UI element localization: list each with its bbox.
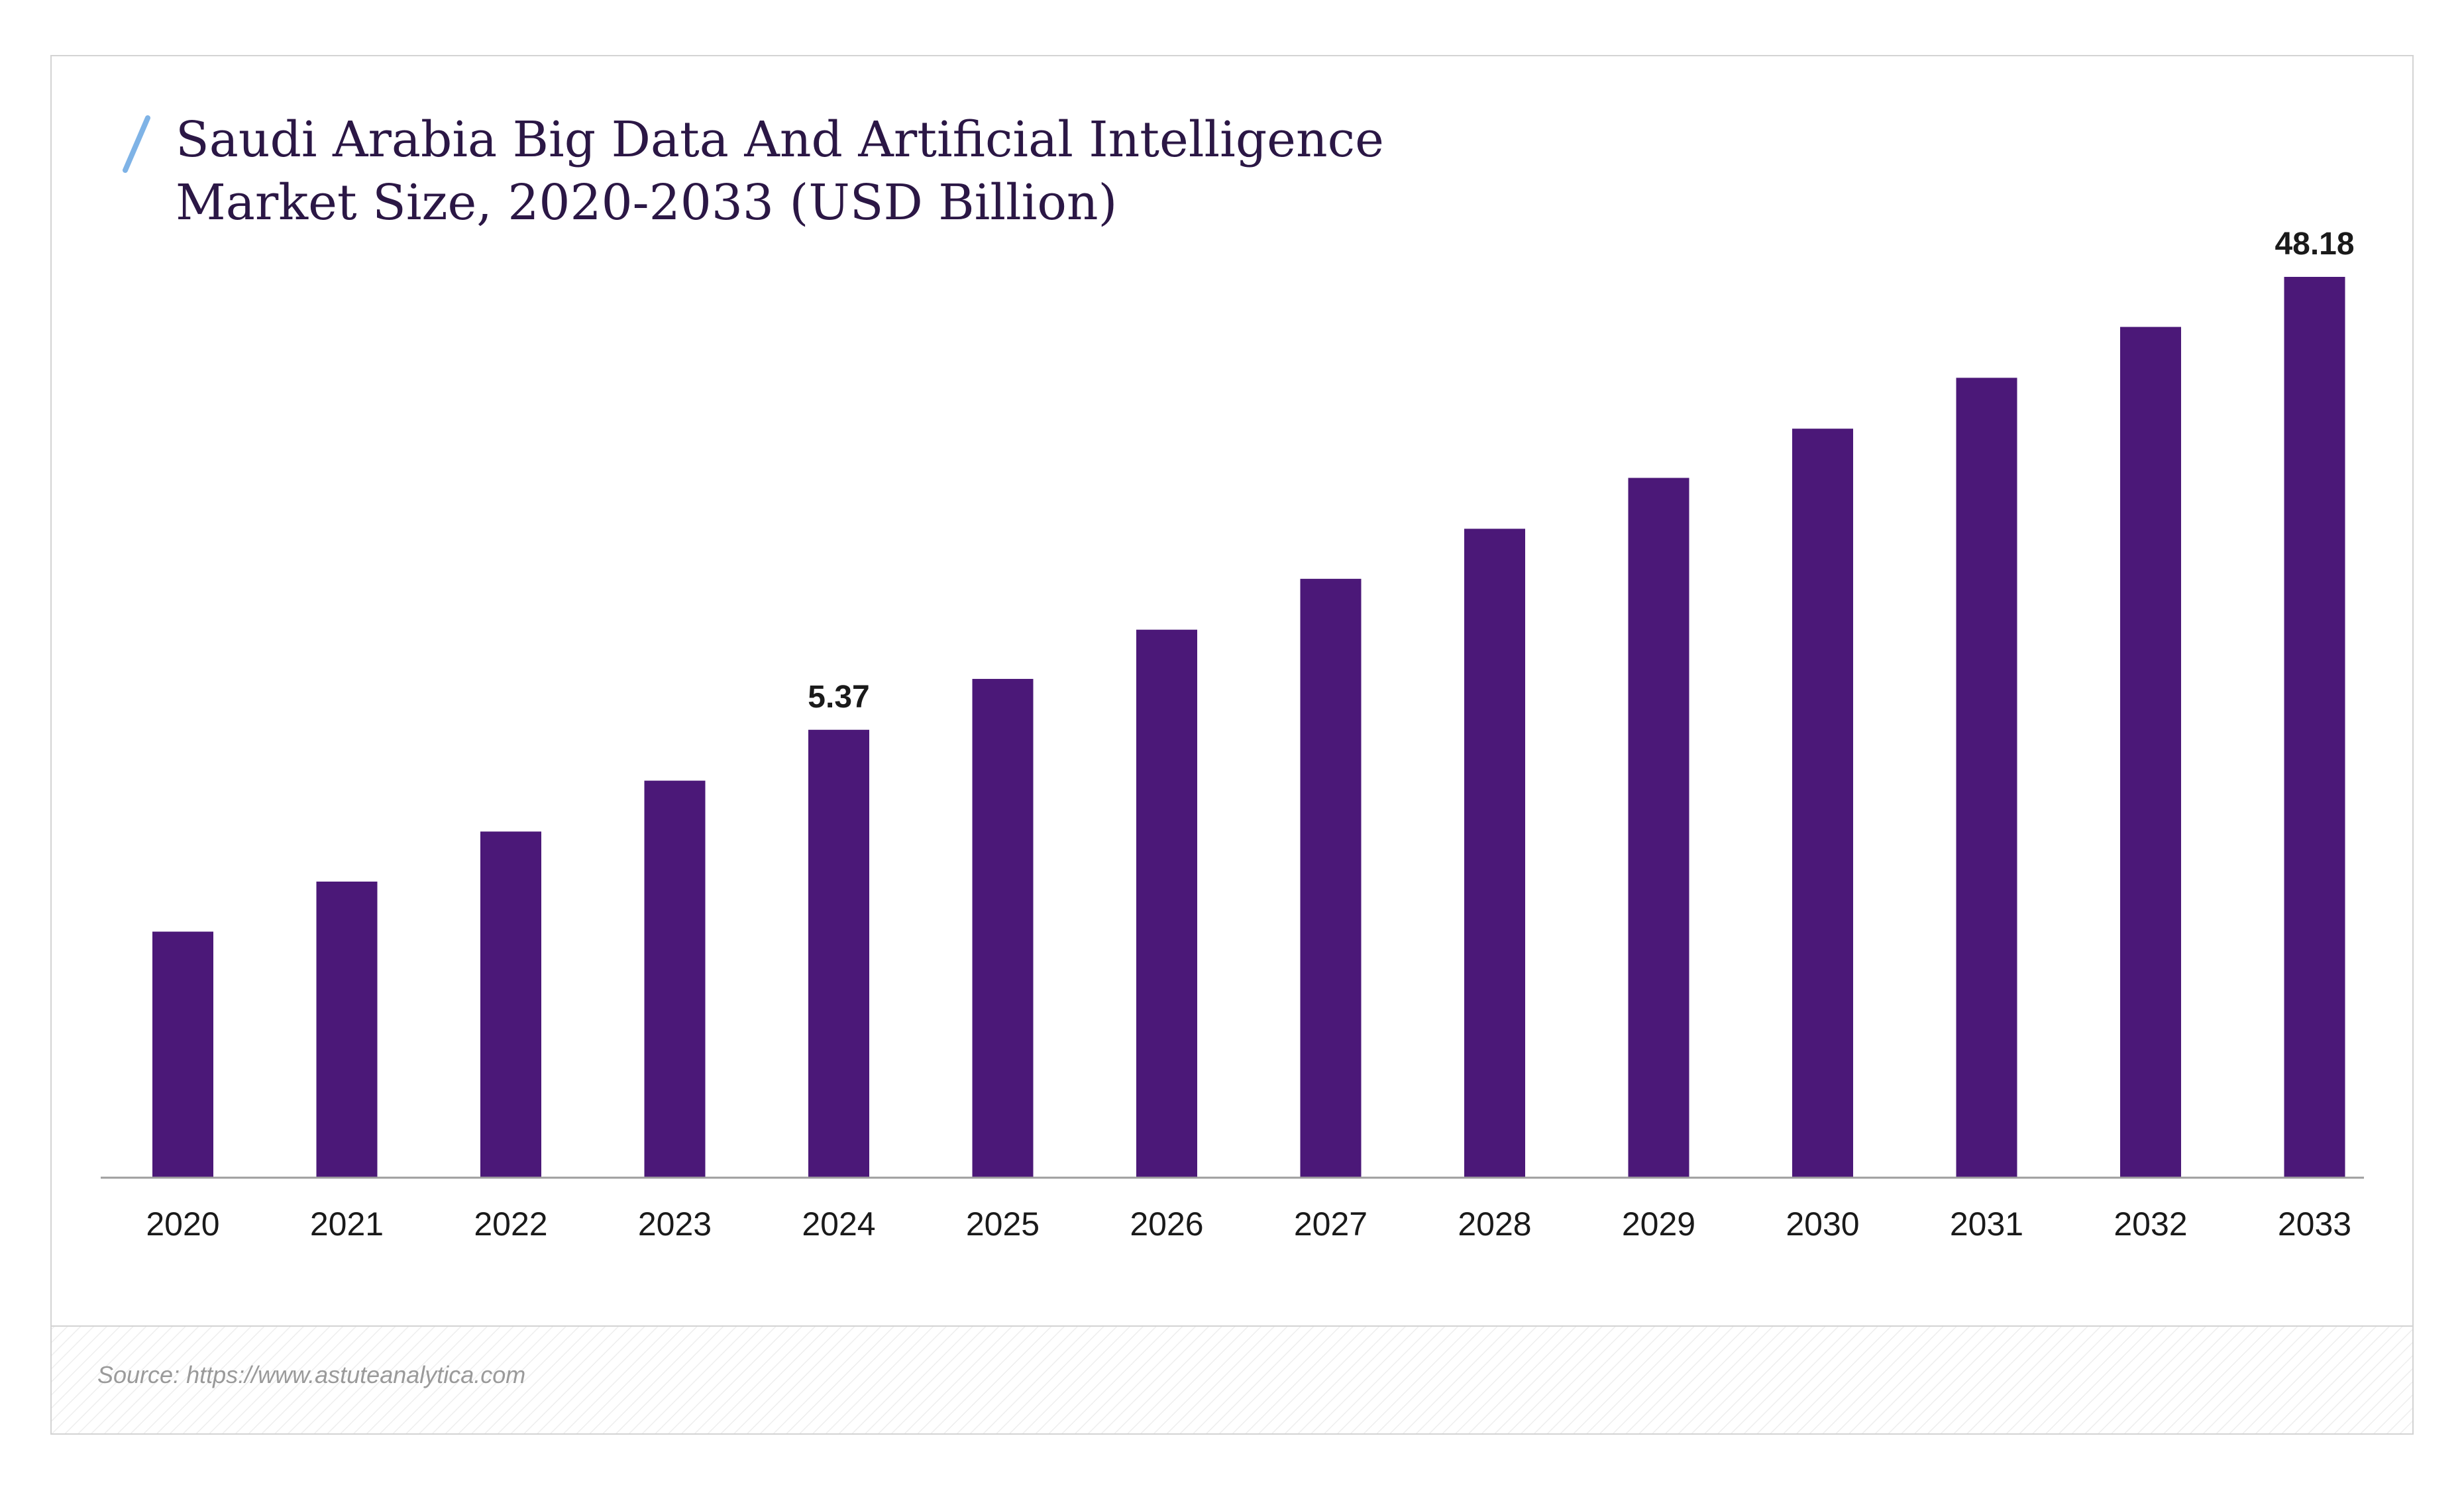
data-label-2024: 5.37 bbox=[808, 680, 869, 715]
bar-2029 bbox=[1628, 478, 1689, 1178]
footer-band bbox=[52, 1326, 2412, 1433]
data-labels: 5.37 48.18 bbox=[808, 227, 2354, 715]
x-tick-label-2032: 2032 bbox=[2114, 1206, 2187, 1243]
x-tick-label-2023: 2023 bbox=[638, 1206, 712, 1243]
bar-2033 bbox=[2284, 277, 2345, 1178]
bar-2022 bbox=[480, 831, 541, 1178]
title-accent-slash bbox=[123, 115, 150, 173]
x-tick-label-2031: 2031 bbox=[1950, 1206, 2023, 1243]
x-tick-label-2022: 2022 bbox=[474, 1206, 547, 1243]
bar-2030 bbox=[1792, 429, 1853, 1178]
x-tick-label-2024: 2024 bbox=[802, 1206, 875, 1243]
chart-canvas: Saudi Arabia Big Data And Artificial Int… bbox=[52, 111, 2412, 1433]
x-tick-label-2026: 2026 bbox=[1130, 1206, 1203, 1243]
bars-group bbox=[152, 277, 2345, 1178]
bar-2028 bbox=[1464, 529, 1525, 1178]
bar-2031 bbox=[1956, 378, 2017, 1178]
chart-title-line-1: Saudi Arabia Big Data And Artificial Int… bbox=[176, 111, 1384, 168]
bar-2021 bbox=[316, 881, 378, 1178]
chart-card: Saudi Arabia Big Data And Artificial Int… bbox=[50, 55, 2414, 1435]
x-tick-labels: 2020 2021 2022 2023 2024 2025 2026 2027 2028 2029… bbox=[146, 1206, 2351, 1243]
x-tick-label-2028: 2028 bbox=[1458, 1206, 1531, 1243]
bar-2027 bbox=[1300, 578, 1362, 1178]
x-tick-label-2030: 2030 bbox=[1786, 1206, 1859, 1243]
data-label-2033: 48.18 bbox=[2275, 227, 2354, 262]
bar-2032 bbox=[2120, 327, 2181, 1178]
x-tick-label-2033: 2033 bbox=[2278, 1206, 2351, 1243]
x-tick-label-2027: 2027 bbox=[1294, 1206, 1367, 1243]
x-tick-label-2029: 2029 bbox=[1622, 1206, 1695, 1243]
x-tick-label-2021: 2021 bbox=[310, 1206, 384, 1243]
bar-2026 bbox=[1136, 629, 1197, 1178]
bar-2020 bbox=[152, 931, 213, 1178]
bar-2024 bbox=[808, 729, 869, 1178]
x-tick-label-2025: 2025 bbox=[966, 1206, 1040, 1243]
chart-title-line-2: Market Size, 2020-2033 (USD Billion) bbox=[176, 174, 1117, 231]
x-tick-label-2020: 2020 bbox=[146, 1206, 219, 1243]
source-text: Source: https://www.astuteanalytica.com bbox=[97, 1361, 525, 1388]
bar-2023 bbox=[644, 780, 706, 1178]
bar-2025 bbox=[972, 678, 1034, 1178]
